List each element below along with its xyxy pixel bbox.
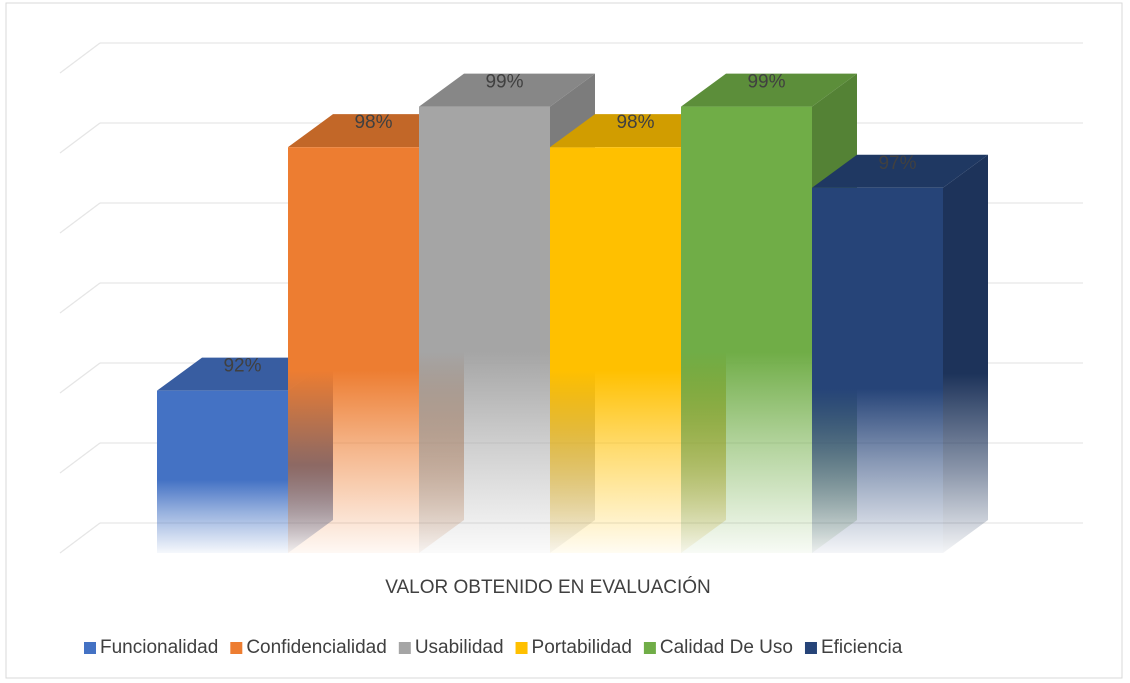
legend: Funcionalidad Confidencialidad Usabilidad P… xyxy=(84,637,903,658)
legend-label: Calidad De Uso xyxy=(660,637,793,658)
bar xyxy=(419,106,550,553)
data-label: 98% xyxy=(616,112,654,133)
grid-line xyxy=(59,362,101,394)
grid-line xyxy=(59,122,101,154)
legend-label: Confidencialidad xyxy=(246,637,387,658)
data-label: 98% xyxy=(354,112,392,133)
legend-swatch xyxy=(398,642,411,654)
bar xyxy=(550,147,681,553)
legend-swatch xyxy=(643,642,656,654)
grid-line xyxy=(59,442,101,474)
bar xyxy=(157,390,288,553)
legend-swatch xyxy=(84,642,96,654)
bar xyxy=(288,147,419,553)
bar-top xyxy=(681,73,857,107)
data-label: 99% xyxy=(747,72,785,93)
x-axis-label: VALOR OBTENIDO EN EVALUACIÓN xyxy=(385,576,711,598)
grid-line xyxy=(59,522,101,554)
data-label: 92% xyxy=(223,356,261,377)
legend-label: Funcionalidad xyxy=(100,637,218,658)
data-label: 99% xyxy=(485,72,523,93)
grid-line xyxy=(59,282,101,314)
grid-line xyxy=(59,42,101,74)
legend-swatch xyxy=(230,642,243,654)
legend-label: Portabilidad xyxy=(532,637,632,658)
bar xyxy=(812,187,943,553)
legend-label: Usabilidad xyxy=(415,637,504,658)
legend-swatch xyxy=(515,642,528,654)
data-label: 97% xyxy=(878,153,916,174)
grid-line xyxy=(59,202,101,234)
bar-side xyxy=(943,154,988,553)
bar-top xyxy=(812,154,988,188)
legend-swatch xyxy=(804,642,817,654)
bar-top xyxy=(419,73,595,107)
bar xyxy=(681,106,812,553)
legend-label: Eficiencia xyxy=(821,637,903,658)
